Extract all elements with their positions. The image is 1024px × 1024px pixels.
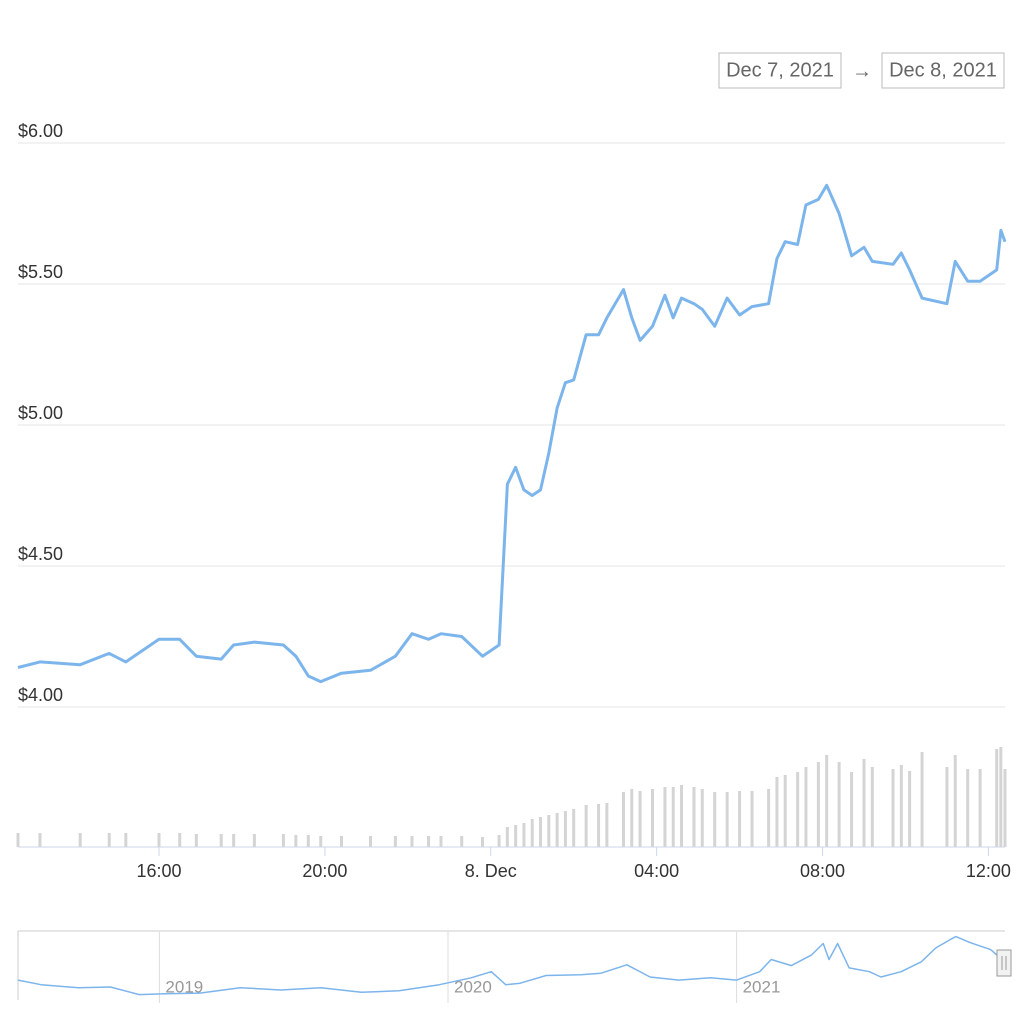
x-tick-label: 8. Dec bbox=[465, 861, 517, 881]
x-tick-label: 20:00 bbox=[302, 861, 347, 881]
volume-bar bbox=[530, 819, 534, 847]
y-tick-label: $6.00 bbox=[18, 121, 63, 141]
volume-bar bbox=[783, 775, 787, 847]
volume-bar bbox=[427, 836, 431, 847]
x-tick-label: 04:00 bbox=[634, 861, 679, 881]
volume-bar bbox=[460, 836, 464, 847]
volume-bar bbox=[671, 787, 675, 847]
volume-bar bbox=[339, 836, 343, 847]
x-tick-label: 16:00 bbox=[136, 861, 181, 881]
volume-bar bbox=[584, 805, 588, 847]
volume-bar bbox=[692, 787, 696, 847]
volume-bar bbox=[219, 834, 223, 847]
y-tick-label: $5.00 bbox=[18, 403, 63, 423]
y-tick-label: $4.00 bbox=[18, 685, 63, 705]
volume-bar bbox=[1003, 769, 1007, 847]
volume-bar bbox=[850, 772, 854, 847]
volume-bar bbox=[194, 834, 198, 847]
volume-bar bbox=[891, 769, 895, 847]
volume-bar bbox=[605, 803, 609, 847]
volume-bar bbox=[514, 825, 518, 847]
volume-bar bbox=[750, 791, 754, 847]
volume-bar bbox=[953, 755, 957, 847]
volume-bar bbox=[306, 835, 310, 847]
volume-bar bbox=[638, 791, 642, 847]
volume-bar bbox=[862, 759, 866, 847]
volume-bar bbox=[597, 804, 601, 847]
volume-bar bbox=[157, 833, 161, 847]
volume-bar bbox=[775, 777, 779, 847]
x-tick-label: 12:00 bbox=[966, 861, 1011, 881]
volume-bar bbox=[945, 767, 949, 847]
volume-bar bbox=[651, 789, 654, 847]
volume-bar bbox=[178, 833, 182, 847]
volume-bar bbox=[539, 817, 543, 847]
volume-bar bbox=[563, 811, 567, 847]
volume-bar bbox=[294, 835, 298, 847]
price-line bbox=[17, 183, 1007, 684]
x-tick-label: 2020 bbox=[454, 977, 492, 996]
volume-bar bbox=[505, 827, 509, 847]
volume-bar bbox=[369, 836, 372, 847]
volume-bar bbox=[319, 836, 323, 847]
volume-bar bbox=[281, 834, 285, 847]
volume-bar bbox=[700, 789, 704, 847]
x-tick-label: 2021 bbox=[743, 977, 781, 996]
volume-bar bbox=[899, 765, 903, 847]
volume-bar bbox=[621, 792, 625, 847]
volume-bar bbox=[920, 752, 924, 847]
x-tick-label: 2019 bbox=[165, 977, 203, 996]
volume-bar bbox=[252, 834, 256, 847]
range-start[interactable]: Dec 7, 2021 bbox=[726, 59, 834, 81]
volume-bar bbox=[816, 762, 820, 847]
volume-bar bbox=[572, 809, 576, 847]
volume-bar bbox=[439, 836, 443, 847]
volume-bar bbox=[995, 749, 999, 847]
range-start-box[interactable] bbox=[718, 52, 842, 89]
volume-bar bbox=[908, 771, 912, 847]
volume-bar bbox=[547, 815, 551, 847]
volume-bar bbox=[497, 835, 501, 847]
volume-bar bbox=[16, 833, 20, 847]
volume-bar bbox=[410, 836, 414, 847]
volume-bar bbox=[232, 834, 236, 847]
volume-bar bbox=[870, 767, 874, 847]
volume-bar bbox=[767, 789, 771, 847]
volume-bar bbox=[966, 769, 970, 847]
volume-bar bbox=[663, 787, 667, 847]
navigator-line bbox=[17, 935, 1003, 996]
volume-bar bbox=[630, 789, 634, 847]
volume-bar bbox=[825, 755, 829, 847]
volume-bar bbox=[480, 837, 484, 847]
volume-bar bbox=[680, 785, 684, 847]
volume-bar bbox=[555, 813, 559, 847]
navigator-handle[interactable] bbox=[996, 949, 1012, 977]
range-end-box[interactable] bbox=[881, 52, 1005, 89]
x-tick-label: 08:00 bbox=[800, 861, 845, 881]
volume-bar bbox=[78, 833, 82, 847]
y-tick-label: $5.50 bbox=[18, 262, 63, 282]
volume-bar bbox=[713, 792, 717, 847]
range-end[interactable]: Dec 8, 2021 bbox=[889, 59, 997, 81]
volume-bar bbox=[837, 762, 841, 847]
volume-bar bbox=[107, 833, 111, 847]
volume-bar bbox=[725, 792, 729, 847]
volume-bar bbox=[978, 769, 982, 847]
volume-bar bbox=[38, 833, 42, 847]
volume-bar bbox=[804, 767, 808, 847]
volume-bar bbox=[522, 823, 526, 847]
y-tick-label: $4.50 bbox=[18, 544, 63, 564]
volume-bar bbox=[999, 747, 1003, 847]
volume-bar bbox=[796, 772, 800, 847]
range-separator: → bbox=[852, 60, 872, 82]
volume-bar bbox=[738, 791, 742, 847]
volume-bar bbox=[393, 836, 397, 847]
volume-bar bbox=[124, 833, 128, 847]
